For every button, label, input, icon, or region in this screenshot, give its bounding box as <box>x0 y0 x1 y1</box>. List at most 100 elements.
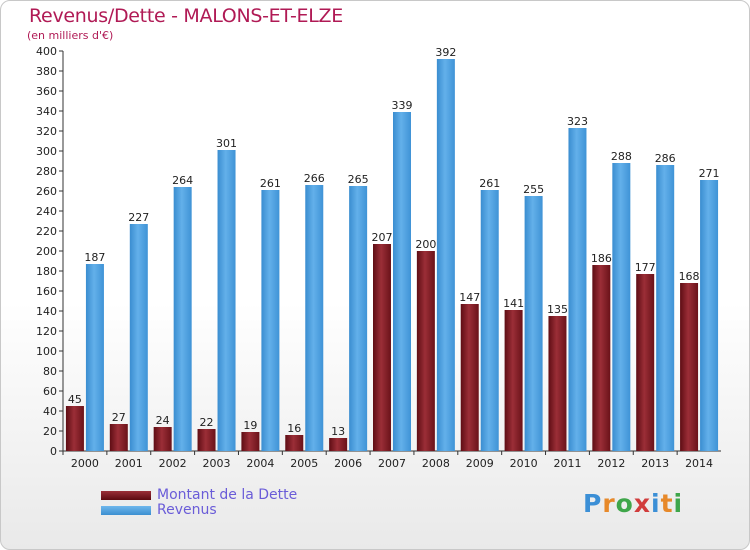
x-tick-label: 2009 <box>466 457 494 470</box>
y-tick-label: 200 <box>36 245 57 258</box>
bar-revenus <box>700 180 719 451</box>
y-tick-label: 400 <box>36 45 57 58</box>
y-tick-label: 280 <box>36 165 57 178</box>
logo-letter: x <box>633 489 651 518</box>
data-label-revenus: 261 <box>260 177 281 190</box>
y-tick-label: 300 <box>36 145 57 158</box>
legend-swatch-revenus <box>101 506 151 515</box>
data-label-dette: 16 <box>287 422 301 435</box>
bar-revenus <box>173 187 192 451</box>
logo-letter: P <box>583 489 603 518</box>
data-label-dette: 135 <box>547 303 568 316</box>
x-tick-label: 2007 <box>378 457 406 470</box>
y-tick-label: 180 <box>36 265 57 278</box>
y-tick-label: 20 <box>43 425 57 438</box>
bar-dette <box>636 274 655 451</box>
bar-revenus <box>305 185 324 451</box>
bar-dette <box>241 432 260 451</box>
bar-dette <box>197 429 216 451</box>
data-label-dette: 141 <box>503 297 524 310</box>
y-tick-label: 380 <box>36 65 57 78</box>
data-label-revenus: 265 <box>348 173 369 186</box>
bar-dette <box>504 310 523 451</box>
data-label-revenus: 301 <box>216 137 237 150</box>
bar-dette <box>109 424 128 451</box>
bar-revenus <box>129 224 148 451</box>
data-label-revenus: 187 <box>84 251 105 264</box>
logo-letter: i <box>651 489 661 518</box>
bar-dette <box>153 427 172 451</box>
x-tick-label: 2001 <box>115 457 143 470</box>
bar-dette <box>65 406 84 451</box>
bar-dette <box>285 435 304 451</box>
bar-dette <box>592 265 611 451</box>
chart-subtitle: (en milliers d'€) <box>27 29 114 42</box>
bar-dette <box>680 283 699 451</box>
x-tick-label: 2012 <box>597 457 625 470</box>
bar-dette <box>373 244 391 451</box>
data-label-dette: 200 <box>415 238 436 251</box>
data-label-dette: 22 <box>200 416 214 429</box>
x-tick-label: 2006 <box>334 457 362 470</box>
data-label-revenus: 392 <box>435 46 456 59</box>
data-label-dette: 27 <box>112 411 126 424</box>
logo-letter: t <box>660 489 674 518</box>
bar-revenus <box>261 190 280 451</box>
bar-revenus <box>568 128 587 451</box>
data-label-dette: 45 <box>68 393 82 406</box>
y-tick-label: 160 <box>36 285 57 298</box>
logo-letter: i <box>673 489 684 518</box>
legend-label-revenus: Revenus <box>157 502 217 518</box>
data-label-dette: 177 <box>635 261 656 274</box>
y-tick-label: 80 <box>43 365 57 378</box>
y-tick-label: 60 <box>43 385 57 398</box>
bar-revenus <box>480 190 499 451</box>
legend-swatch-debt <box>101 491 151 500</box>
x-tick-label: 2000 <box>71 457 99 470</box>
data-label-revenus: 261 <box>479 177 500 190</box>
bar-revenus <box>656 165 675 451</box>
y-tick-label: 0 <box>50 445 57 458</box>
x-tick-label: 2013 <box>641 457 669 470</box>
bar-dette <box>416 251 435 451</box>
y-tick-label: 260 <box>36 185 57 198</box>
bar-revenus <box>524 196 543 451</box>
data-label-dette: 19 <box>243 419 257 432</box>
data-label-dette: 186 <box>591 252 612 265</box>
bar-dette <box>460 304 479 451</box>
bar-revenus <box>349 186 368 451</box>
data-label-dette: 168 <box>679 270 700 283</box>
legend-label-debt: Montant de la Dette <box>157 487 298 503</box>
data-label-revenus: 266 <box>304 172 325 185</box>
x-tick-label: 2003 <box>203 457 231 470</box>
y-tick-label: 340 <box>36 105 57 118</box>
y-tick-label: 320 <box>36 125 57 138</box>
proxiti-logo: Proxiti <box>583 489 683 518</box>
data-label-revenus: 339 <box>392 99 413 112</box>
bar-revenus <box>393 112 411 451</box>
data-label-revenus: 323 <box>567 115 588 128</box>
y-tick-label: 120 <box>36 325 57 338</box>
y-tick-label: 240 <box>36 205 57 218</box>
y-tick-label: 40 <box>43 405 57 418</box>
bar-revenus <box>436 59 455 451</box>
data-label-revenus: 227 <box>128 211 149 224</box>
bar-dette <box>329 438 348 451</box>
x-tick-label: 2014 <box>685 457 713 470</box>
bar-revenus <box>612 163 631 451</box>
x-tick-label: 2010 <box>510 457 538 470</box>
bar-dette <box>548 316 567 451</box>
x-tick-label: 2011 <box>553 457 581 470</box>
data-label-revenus: 255 <box>523 183 544 196</box>
data-label-dette: 13 <box>331 425 345 438</box>
data-label-dette: 147 <box>459 291 480 304</box>
data-label-revenus: 288 <box>611 150 632 163</box>
logo-letter: r <box>602 489 616 518</box>
data-label-revenus: 264 <box>172 174 193 187</box>
x-tick-label: 2008 <box>422 457 450 470</box>
bar-revenus <box>85 264 104 451</box>
y-tick-label: 360 <box>36 85 57 98</box>
bar-revenus <box>217 150 236 451</box>
